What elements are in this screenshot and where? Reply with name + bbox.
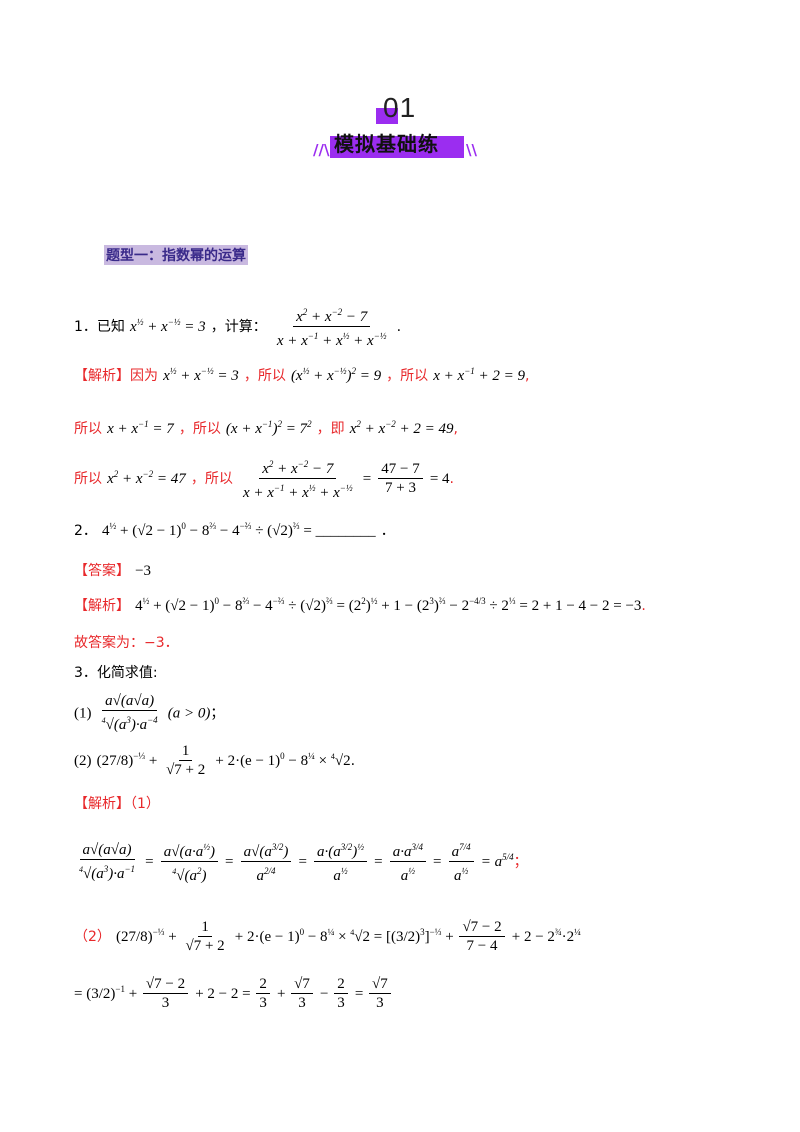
q3-solution2: （2） (27/8)−⅓ + 1 √7 + 2 + 2·(e − 1)0 − 8¼… bbox=[74, 919, 581, 954]
q3-part2: (2) (27/8)−⅓ + 1 √7 + 2 + 2·(e − 1)0 − 8¼… bbox=[74, 743, 356, 778]
header-number-accent bbox=[376, 108, 398, 124]
header-title: 模拟基础练 bbox=[334, 132, 439, 156]
q3-solution1: a√(a√a) 4√(a3)·a−1 = a√(a·a½) 4√(a2) = a√(… bbox=[74, 838, 528, 885]
q3-part1: (1) a√(a√a) 4√(a3)·a−4 (a > 0)； bbox=[74, 693, 225, 733]
q2-final-answer: 故答案为：−3． bbox=[74, 635, 179, 651]
q3-statement: 3．化简求值: bbox=[74, 665, 158, 681]
q1-target-fraction: x2 + x−2 − 7 x + x−1 + x½ + x−½ bbox=[274, 303, 390, 350]
q1-given-formula: x½ + x−½ = 3 bbox=[130, 317, 206, 335]
q3-analysis-tag: 【解析】（1） bbox=[74, 796, 160, 812]
q2-blank: ________ bbox=[315, 523, 376, 539]
q2-statement: 2． 4½ + (√2 − 1)0 − 8⅔ − 4−⅔ ÷ (√2)⅔ = _… bbox=[74, 521, 395, 539]
q1-analysis-line3: 所以 x2 + x−2 = 47 ，所以 x2 + x−2 − 7 x + x−… bbox=[74, 455, 454, 502]
section-title: 题型一：指数幂的运算 bbox=[104, 245, 248, 265]
header-deco-right: \\ bbox=[466, 141, 477, 159]
q1-given-tail: ，计算： bbox=[210, 319, 267, 335]
analysis-tag: 【解析】 bbox=[74, 368, 130, 384]
q2-answer: 【答案】 −3 bbox=[74, 563, 152, 579]
header-number: 01 bbox=[383, 92, 417, 123]
q1-analysis-line1: 【解析】因为 x½ + x−½ = 3 ，所以 (x½ + x−½)2 = 9 … bbox=[74, 366, 530, 384]
q1-statement: 1．已知 x½ + x−½ = 3 ，计算： x2 + x−2 − 7 x + … bbox=[74, 303, 401, 350]
q1-prefix: 1．已知 bbox=[74, 319, 125, 335]
header-title-band bbox=[330, 136, 464, 158]
header-deco-left: //\ bbox=[313, 141, 330, 159]
q1-analysis-line2: 所以 x + x−1 = 7 ，所以 (x + x−1)2 = 72 ，即 x2… bbox=[74, 419, 458, 437]
q2-analysis: 【解析】 4½ + (√2 − 1)0 − 8⅔ − 4−⅔ ÷ (√2)⅔ =… bbox=[74, 596, 646, 614]
q2-expression: 4½ + (√2 − 1)0 − 8⅔ − 4−⅔ ÷ (√2)⅔ = bbox=[102, 521, 316, 539]
